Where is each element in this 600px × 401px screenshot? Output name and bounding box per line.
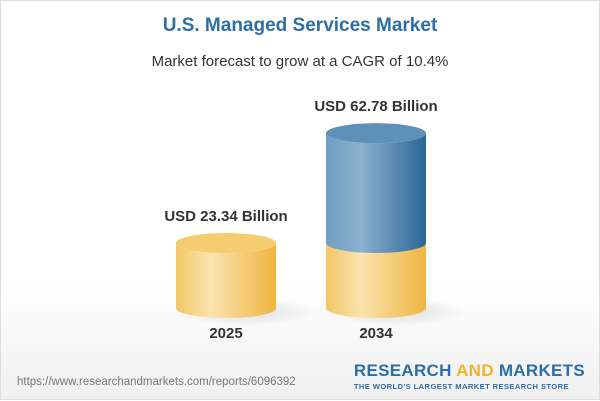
cylinder-top xyxy=(326,123,426,144)
cylinder-growth-segment xyxy=(326,133,426,253)
brand-text-and: AND xyxy=(456,361,494,380)
data-label: USD 23.34 Billion xyxy=(164,208,287,225)
category-label: 2025 xyxy=(209,325,242,342)
cylinder-top xyxy=(176,233,276,253)
brand-text-markets: MARKETS xyxy=(493,361,585,380)
source-url[interactable]: https://www.researchandmarkets.com/repor… xyxy=(17,376,296,388)
cylinder-base-segment xyxy=(326,243,426,318)
brand-tagline: THE WORLD'S LARGEST MARKET RESEARCH STOR… xyxy=(353,382,569,391)
brand-logo: RESEARCH AND MARKETS THE WORLD'S LARGEST… xyxy=(354,361,585,391)
brand-text: RESEARCH xyxy=(353,361,457,380)
category-label: 2034 xyxy=(359,325,393,342)
cylinder-base-segment xyxy=(176,243,276,318)
chart-subtitle: Market forecast to grow at a CAGR of 10.… xyxy=(151,53,449,70)
chart-title: U.S. Managed Services Market xyxy=(162,15,438,36)
data-label: USD 62.78 Billion xyxy=(314,98,437,115)
